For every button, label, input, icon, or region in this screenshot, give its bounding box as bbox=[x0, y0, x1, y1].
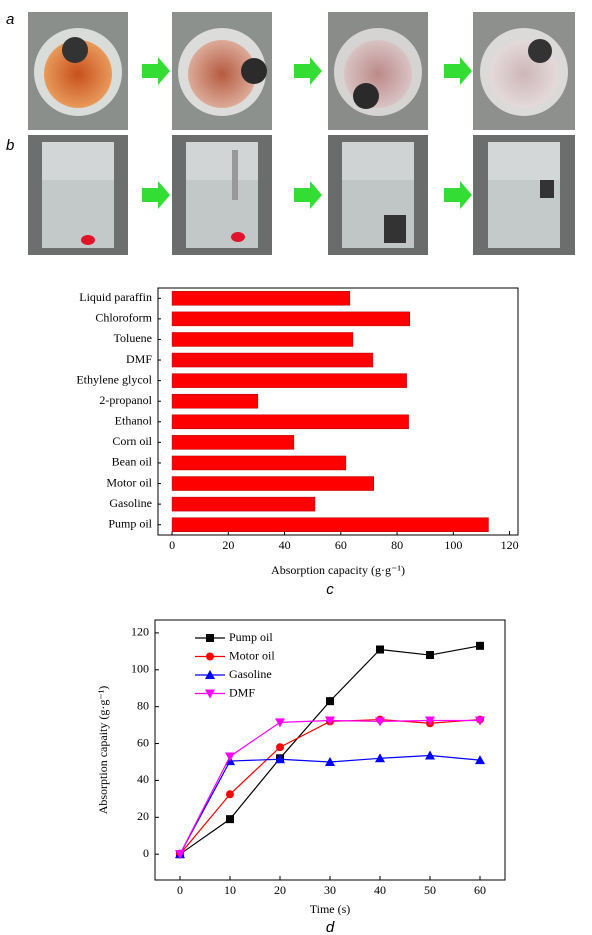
dye-drop bbox=[81, 235, 95, 245]
marker bbox=[206, 653, 214, 661]
y-tick-label: Toluene bbox=[114, 331, 152, 345]
y-tick-label: Ethylene glycol bbox=[76, 372, 152, 386]
bar bbox=[172, 332, 353, 346]
y-tick-label: 80 bbox=[137, 698, 149, 712]
marker bbox=[206, 634, 214, 642]
y-tick-label: 100 bbox=[131, 662, 149, 676]
marker bbox=[226, 790, 234, 798]
y-tick-label: Ethanol bbox=[115, 414, 153, 428]
legend-label: Pump oil bbox=[229, 630, 273, 644]
marker bbox=[476, 642, 484, 650]
marker bbox=[225, 752, 235, 761]
marker bbox=[426, 651, 434, 659]
legend-label: DMF bbox=[229, 685, 255, 699]
bar bbox=[172, 435, 294, 449]
y-tick-label: Motor oil bbox=[106, 475, 152, 489]
marker bbox=[425, 751, 435, 760]
y-tick-label: 120 bbox=[131, 625, 149, 639]
arrow bbox=[142, 181, 170, 209]
marker bbox=[276, 743, 284, 751]
y-tick-label: 20 bbox=[137, 809, 149, 823]
legend-label: Gasoline bbox=[229, 667, 272, 681]
arrow bbox=[294, 57, 322, 85]
x-axis-label: Absorption capacity (g·g⁻¹) bbox=[271, 563, 405, 577]
marker bbox=[275, 718, 285, 727]
arrow bbox=[444, 57, 472, 85]
y-tick-label: 60 bbox=[137, 735, 149, 749]
bar bbox=[172, 415, 409, 429]
panel-label: c bbox=[326, 581, 334, 598]
bar bbox=[172, 353, 373, 367]
x-tick-label: 20 bbox=[222, 538, 234, 552]
y-tick-label: Pump oil bbox=[108, 516, 152, 530]
arrow bbox=[142, 57, 170, 85]
marker bbox=[226, 815, 234, 823]
sponge bbox=[353, 83, 379, 109]
bar bbox=[172, 312, 410, 326]
bar bbox=[172, 477, 374, 491]
x-tick-label: 100 bbox=[444, 538, 462, 552]
figure: a b 020406080100120Liquid paraffinChloro… bbox=[0, 0, 592, 935]
legend-label: Motor oil bbox=[229, 648, 275, 662]
series-line bbox=[180, 720, 480, 854]
x-tick-label: 50 bbox=[424, 883, 436, 897]
y-tick-label: Gasoline bbox=[109, 496, 152, 510]
x-tick-label: 60 bbox=[474, 883, 486, 897]
y-tick-label: Corn oil bbox=[112, 434, 152, 448]
sponge bbox=[384, 215, 406, 243]
x-tick-label: 40 bbox=[279, 538, 291, 552]
y-tick-label: 40 bbox=[137, 772, 149, 786]
sponge bbox=[540, 180, 554, 198]
sponge bbox=[528, 39, 552, 63]
x-tick-label: 40 bbox=[374, 883, 386, 897]
x-tick-label: 0 bbox=[177, 883, 183, 897]
bar bbox=[172, 456, 346, 470]
series-line bbox=[180, 720, 480, 855]
photos: a b bbox=[6, 11, 575, 255]
y-tick-label: 0 bbox=[143, 846, 149, 860]
water bbox=[42, 180, 114, 248]
x-axis-label: Time (s) bbox=[310, 902, 351, 916]
sponge bbox=[241, 58, 267, 84]
bar bbox=[172, 374, 407, 388]
y-axis-label: Absorption capaity (g·g⁻¹) bbox=[96, 686, 110, 815]
x-tick-label: 10 bbox=[224, 883, 236, 897]
arrow bbox=[294, 181, 322, 209]
bar bbox=[172, 518, 488, 532]
x-tick-label: 0 bbox=[169, 538, 175, 552]
dye-drop bbox=[231, 232, 245, 242]
panel-label: b bbox=[6, 137, 14, 154]
x-tick-label: 30 bbox=[324, 883, 336, 897]
series-line bbox=[180, 646, 480, 854]
bar bbox=[172, 394, 258, 408]
x-tick-label: 60 bbox=[335, 538, 347, 552]
marker bbox=[326, 697, 334, 705]
y-tick-label: Liquid paraffin bbox=[79, 290, 152, 304]
tweezers bbox=[232, 150, 238, 200]
marker bbox=[376, 646, 384, 654]
bar bbox=[172, 291, 350, 305]
y-tick-label: Bean oil bbox=[112, 455, 153, 469]
panel-label: d bbox=[326, 919, 335, 935]
y-tick-label: DMF bbox=[126, 352, 152, 366]
x-tick-label: 120 bbox=[501, 538, 519, 552]
sponge bbox=[62, 37, 88, 63]
bar bbox=[172, 497, 315, 511]
water bbox=[186, 180, 258, 248]
panel-label: a bbox=[6, 11, 14, 28]
x-tick-label: 80 bbox=[391, 538, 403, 552]
arrow bbox=[444, 181, 472, 209]
y-tick-label: Chloroform bbox=[95, 311, 152, 325]
series-line bbox=[180, 756, 480, 855]
x-tick-label: 20 bbox=[274, 883, 286, 897]
y-tick-label: 2-propanol bbox=[99, 393, 152, 407]
